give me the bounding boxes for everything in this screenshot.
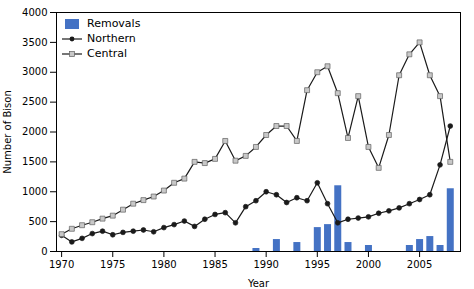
html-text:Central: Central [87, 47, 128, 60]
svg-text:1980: 1980 [151, 259, 176, 270]
svg-text:2500: 2500 [22, 96, 47, 107]
svg-text:1985: 1985 [202, 259, 227, 270]
svg-text:1970: 1970 [49, 259, 74, 270]
html-text:Northern: Northern [87, 32, 136, 45]
svg-text:0: 0 [41, 246, 47, 257]
svg-text:1995: 1995 [305, 259, 330, 270]
svg-text:500: 500 [28, 216, 47, 227]
svg-text:Number of Bison: Number of Bison [2, 90, 13, 173]
svg-text:4000: 4000 [22, 7, 47, 18]
svg-text:2005: 2005 [407, 259, 432, 270]
svg-text:3000: 3000 [22, 66, 47, 77]
svg-text:2000: 2000 [22, 126, 47, 137]
svg-text:1990: 1990 [253, 259, 278, 270]
html-text:Removals: Removals [87, 17, 141, 30]
svg-text:2000: 2000 [356, 259, 381, 270]
svg-text:1500: 1500 [22, 156, 47, 167]
svg-text:1000: 1000 [22, 186, 47, 197]
svg-text:3500: 3500 [22, 37, 47, 48]
svg-text:Year: Year [247, 278, 270, 289]
svg-text:1975: 1975 [100, 259, 125, 270]
